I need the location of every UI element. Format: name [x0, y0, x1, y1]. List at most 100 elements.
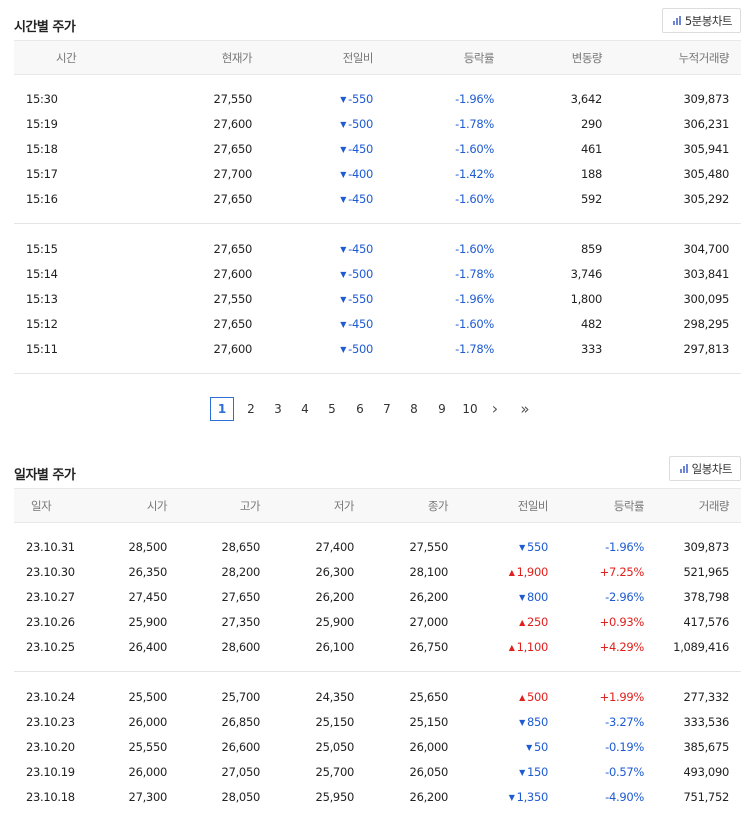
change-value: -550 [348, 291, 373, 306]
date-cell: 23.10.30 [26, 565, 75, 579]
rate-cell: -1.96% [455, 92, 494, 106]
rate-cell: -1.42% [455, 167, 494, 181]
row-spacer-cell [14, 361, 741, 373]
row-spacer [14, 523, 741, 535]
daily-volume-cell: 378,798 [683, 590, 730, 604]
page-10-link[interactable]: 10 [462, 402, 478, 416]
page-7-link[interactable]: 7 [383, 402, 391, 416]
daily-change-cell: ▼ 1,350 [460, 784, 561, 809]
down-arrow-icon: ▼ [519, 593, 525, 602]
daily-change-cell: ▼ 850 [460, 709, 561, 734]
daily-chart-button[interactable]: 일봉차트 [668, 456, 741, 481]
close-cell: 26,750 [409, 640, 449, 654]
change-value: -400 [348, 167, 373, 181]
open-cell: 26,000 [128, 714, 168, 729]
low-cell: 27,400 [315, 540, 355, 554]
high-cell: 27,650 [221, 590, 261, 604]
page-8-link[interactable]: 8 [410, 402, 418, 416]
daily-price-header: 일자별 주가 일봉차트 [14, 456, 741, 486]
high-cell: 25,700 [221, 689, 261, 704]
col-open: 시가 [96, 488, 178, 523]
page-3-link[interactable]: 3 [274, 402, 282, 416]
daily-volume-cell: 1,089,416 [673, 640, 729, 654]
rate-cell: -1.60% [455, 241, 494, 256]
down-arrow-icon: ▼ [526, 742, 532, 752]
page-2-link[interactable]: 2 [247, 402, 255, 416]
rate-cell: -1.78% [455, 266, 494, 281]
open-cell: 26,400 [128, 640, 168, 654]
volume-cell: 461 [580, 142, 602, 156]
page-5-link[interactable]: 5 [328, 402, 336, 416]
change-value: -500 [348, 117, 373, 131]
cumulative-cell: 304,700 [683, 241, 730, 256]
table-row: 23.10.19 26,000 27,050 25,700 26,050 ▼ 150 -0.5… [14, 759, 741, 784]
low-cell: 25,900 [315, 615, 355, 629]
table-row: 23.10.31 28,500 28,650 27,400 27,550 ▼ 550 -1.9… [14, 535, 741, 560]
cumulative-cell: 297,813 [683, 341, 730, 356]
page-1-link[interactable]: 1 [210, 397, 234, 421]
five-minute-chart-button[interactable]: 5분봉차트 [661, 8, 741, 33]
daily-price-title: 일자별 주가 [14, 468, 76, 483]
down-arrow-icon: ▼ [340, 319, 347, 329]
time-price-title: 시간별 주가 [14, 20, 76, 35]
row-spacer [14, 671, 741, 672]
time-cell: 15:14 [26, 266, 58, 281]
col-cumulative-volume: 누적거래량 [615, 40, 741, 75]
high-cell: 28,050 [221, 789, 261, 804]
close-cell: 26,050 [409, 764, 449, 779]
row-spacer-cell [14, 372, 741, 374]
change-cell: ▼ -450 [252, 311, 373, 336]
down-arrow-icon: ▼ [508, 792, 515, 802]
daily-change-cell: ▼ 550 [460, 535, 561, 560]
open-cell: 26,350 [128, 565, 168, 579]
change-cell: ▼ -550 [252, 87, 373, 112]
high-cell: 28,650 [221, 540, 261, 554]
time-cell: 15:12 [26, 316, 58, 331]
next-page-icon[interactable]: › [491, 399, 499, 418]
table-row: 15:17 27,700 ▼ -400 -1.42% 188 305,480 [14, 162, 741, 187]
daily-change-cell: ▼ 150 [460, 759, 561, 784]
table-row: 23.10.18 27,300 28,050 25,950 26,200 ▼ 1,350 -4… [14, 784, 741, 809]
table-row: 15:14 27,600 ▼ -500 -1.78% 3,746 303,841 [14, 261, 741, 286]
daily-rate-cell: -0.19% [605, 739, 644, 754]
low-cell: 25,050 [315, 739, 355, 754]
time-cell: 15:13 [26, 291, 58, 306]
daily-volume-cell: 277,332 [683, 689, 730, 704]
daily-volume-cell: 333,536 [683, 714, 730, 729]
low-cell: 25,150 [315, 714, 355, 729]
table-row: 23.10.20 25,550 26,600 25,050 26,000 ▼ 50 -0.19… [14, 734, 741, 759]
change-value: 800 [526, 590, 548, 604]
page-6-link[interactable]: 6 [356, 402, 364, 416]
daily-volume-cell: 309,873 [683, 540, 730, 554]
table-row: 15:19 27,600 ▼ -500 -1.78% 290 306,231 [14, 112, 741, 137]
page-9-link[interactable]: 9 [438, 402, 446, 416]
change-value: 150 [526, 764, 548, 779]
row-spacer-cell [14, 671, 741, 672]
daily-rate-cell: -3.27% [605, 714, 644, 729]
low-cell: 26,100 [315, 640, 355, 654]
row-spacer [14, 212, 741, 224]
close-cell: 27,000 [409, 615, 449, 629]
high-cell: 26,850 [221, 714, 261, 729]
time-cell: 15:16 [26, 192, 58, 206]
change-value: 550 [526, 540, 548, 554]
row-spacer [14, 672, 741, 684]
volume-cell: 1,800 [570, 291, 603, 306]
table-row: 15:13 27,550 ▼ -550 -1.96% 1,800 300,095 [14, 286, 741, 311]
col-daily-volume: 거래량 [656, 488, 741, 523]
price-cell: 27,650 [213, 316, 253, 331]
change-cell: ▼ -450 [252, 137, 373, 162]
low-cell: 26,300 [315, 565, 355, 579]
last-page-icon[interactable]: » [520, 400, 530, 418]
table-row: 23.10.24 25,500 25,700 24,350 25,650 ▲ 500 +1.9… [14, 684, 741, 709]
volume-cell: 188 [580, 167, 602, 181]
date-cell: 23.10.27 [26, 590, 75, 604]
date-cell: 23.10.24 [26, 689, 75, 704]
volume-cell: 592 [580, 192, 602, 206]
page-4-link[interactable]: 4 [301, 402, 309, 416]
daily-rate-cell: +1.99% [599, 689, 645, 704]
col-daily-change: 전일비 [460, 488, 561, 523]
down-arrow-icon: ▼ [519, 543, 525, 552]
price-cell: 27,600 [213, 341, 253, 356]
down-arrow-icon: ▼ [340, 145, 347, 154]
